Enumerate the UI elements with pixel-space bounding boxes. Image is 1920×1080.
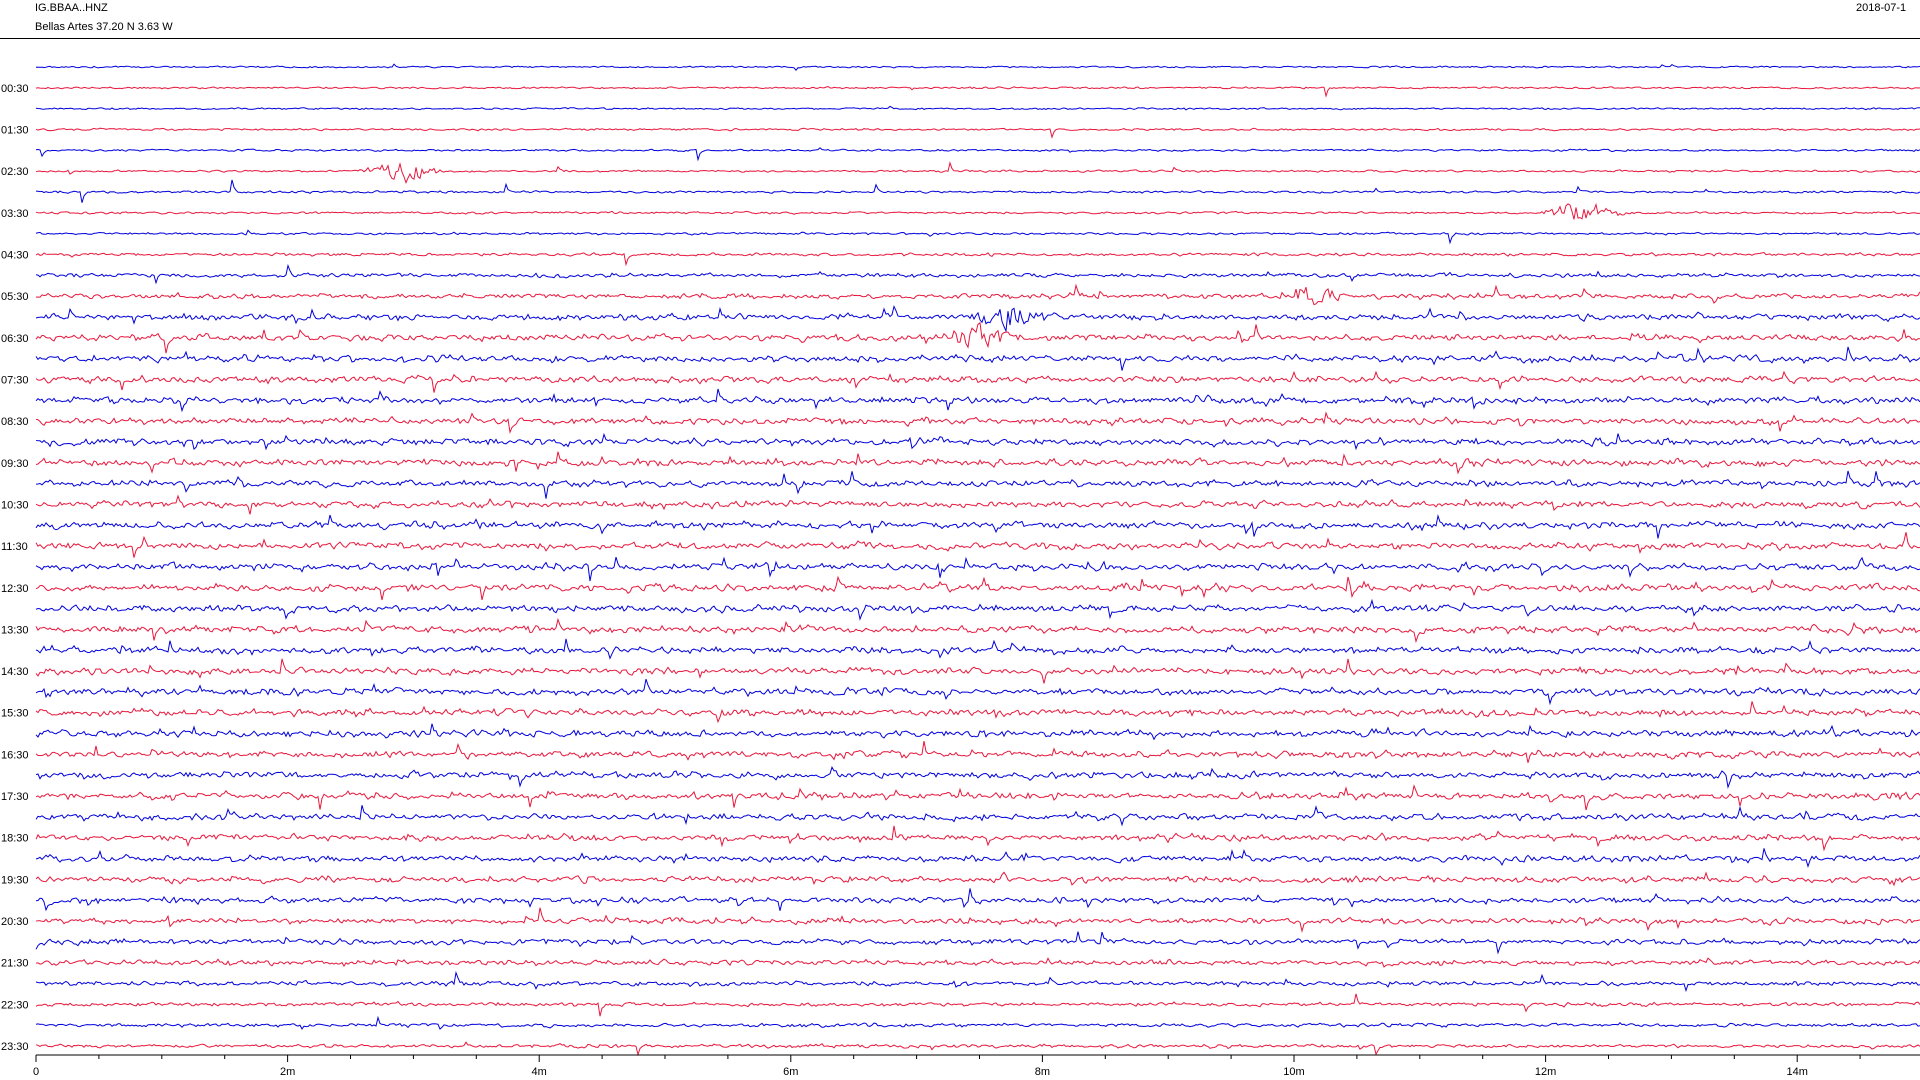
x-tick-label-5: 10m (1283, 1066, 1304, 1078)
header-divider (0, 38, 1920, 39)
time-label-13: 13:30 (1, 624, 29, 636)
seismic-trace-2 (35, 105, 1920, 111)
time-label-10: 10:30 (1, 499, 29, 511)
seismic-trace-30 (35, 678, 1920, 706)
time-label-17: 17:30 (1, 791, 29, 803)
time-label-6: 06:30 (1, 333, 29, 345)
time-label-15: 15:30 (1, 708, 29, 720)
time-label-3: 03:30 (1, 208, 29, 220)
seismic-trace-14 (35, 346, 1920, 371)
time-label-21: 21:30 (1, 958, 29, 970)
time-label-12: 12:30 (1, 583, 29, 595)
x-tick-label-4: 8m (1035, 1066, 1050, 1078)
time-label-1: 01:30 (1, 125, 29, 137)
seismic-trace-4 (35, 147, 1920, 162)
x-tick-label-0: 0 (33, 1066, 39, 1078)
seismic-trace-39 (35, 871, 1920, 887)
seismic-trace-18 (35, 432, 1920, 451)
seismic-trace-13 (35, 321, 1920, 354)
time-label-11: 11:30 (1, 541, 28, 553)
seismic-trace-1 (35, 85, 1920, 98)
time-label-4: 04:30 (1, 250, 29, 262)
seismic-trace-8 (35, 229, 1920, 245)
x-tick-label-2: 4m (532, 1066, 547, 1078)
time-label-14: 14:30 (1, 666, 29, 678)
seismic-trace-33 (35, 741, 1920, 763)
time-label-group: 00:30 01:30 02:30 03:30 04:30 05:30 06:30 07:30… (1, 83, 29, 1053)
seismic-trace-24 (35, 556, 1920, 582)
seismic-trace-44 (35, 970, 1920, 993)
seismic-trace-19 (35, 451, 1920, 475)
seismic-trace-43 (35, 957, 1920, 968)
seismic-trace-23 (35, 532, 1920, 558)
station-location: Bellas Artes 37.20 N 3.63 W (35, 21, 173, 33)
seismic-trace-47 (35, 1041, 1920, 1057)
x-axis: 02m4m6m8m10m12m14m16m18m20m22m24m26m28m (33, 1054, 1920, 1078)
time-label-2: 02:30 (1, 166, 29, 178)
time-label-8: 08:30 (1, 416, 29, 428)
seismic-trace-6 (35, 179, 1920, 203)
seismic-trace-38 (35, 848, 1920, 868)
seismic-trace-41 (35, 907, 1920, 933)
time-label-23: 23:30 (1, 1041, 29, 1053)
time-label-5: 05:30 (1, 291, 29, 303)
x-tick-label-7: 14m (1786, 1066, 1807, 1078)
seismic-trace-17 (35, 411, 1920, 435)
seismic-trace-46 (35, 1015, 1920, 1030)
seismic-trace-16 (35, 388, 1920, 413)
plot-date: 2018-07-1 (1856, 2, 1907, 14)
seismic-trace-21 (35, 494, 1920, 515)
x-tick-label-3: 6m (783, 1066, 798, 1078)
time-label-19: 19:30 (1, 874, 29, 886)
seismic-trace-27 (35, 617, 1920, 644)
seismic-trace-31 (35, 701, 1920, 724)
time-label-20: 20:30 (1, 916, 29, 928)
time-label-16: 16:30 (1, 749, 29, 761)
seismic-trace-5 (35, 161, 1920, 184)
seismic-trace-20 (35, 470, 1920, 499)
time-label-7: 07:30 (1, 374, 29, 386)
seismic-trace-10 (35, 263, 1920, 285)
seismic-trace-35 (35, 784, 1920, 811)
seismic-trace-12 (35, 305, 1920, 333)
seismic-trace-3 (35, 127, 1920, 139)
seismic-trace-36 (35, 805, 1920, 827)
trace-group (35, 63, 1920, 1057)
seismic-trace-25 (35, 575, 1920, 601)
seismic-trace-28 (35, 638, 1920, 660)
time-label-9: 09:30 (1, 458, 29, 470)
seismic-trace-0 (35, 63, 1920, 71)
x-tick-label-1: 2m (280, 1066, 295, 1078)
seismic-trace-32 (35, 723, 1920, 741)
time-label-0: 00:30 (1, 83, 29, 95)
seismic-trace-11 (35, 283, 1920, 306)
time-label-22: 22:30 (1, 999, 29, 1011)
seismic-trace-45 (35, 993, 1920, 1017)
seismic-trace-22 (35, 513, 1920, 539)
seismic-trace-37 (35, 825, 1920, 852)
seismic-trace-29 (35, 658, 1920, 684)
seismic-trace-15 (35, 370, 1920, 393)
seismic-trace-9 (35, 251, 1920, 267)
x-tick-label-6: 12m (1535, 1066, 1556, 1078)
seismic-trace-40 (35, 888, 1920, 912)
seismic-trace-7 (35, 202, 1920, 220)
time-label-18: 18:30 (1, 833, 29, 845)
seismic-trace-42 (35, 931, 1920, 955)
station-code: IG.BBAA..HNZ (35, 2, 108, 14)
seismic-trace-26 (35, 598, 1920, 621)
seismic-trace-34 (35, 766, 1920, 789)
